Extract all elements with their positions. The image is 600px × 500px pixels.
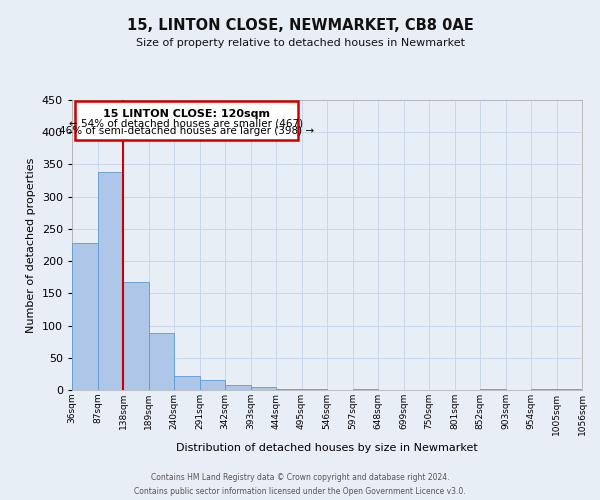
Bar [225,386,251,390]
Text: 15 LINTON CLOSE: 120sqm: 15 LINTON CLOSE: 120sqm [103,109,270,119]
Text: 15, LINTON CLOSE, NEWMARKET, CB8 0AE: 15, LINTON CLOSE, NEWMARKET, CB8 0AE [127,18,473,32]
Bar [276,388,302,390]
X-axis label: Distribution of detached houses by size in Newmarket: Distribution of detached houses by size … [176,443,478,453]
Text: ← 54% of detached houses are smaller (467): ← 54% of detached houses are smaller (46… [70,118,304,128]
Bar [199,380,225,390]
Bar [72,243,97,390]
Bar [251,387,276,390]
Bar [123,282,149,390]
Text: 46% of semi-detached houses are larger (398) →: 46% of semi-detached houses are larger (… [59,126,314,136]
Bar [75,102,298,140]
Bar [149,334,174,390]
Bar [531,388,557,390]
Y-axis label: Number of detached properties: Number of detached properties [26,158,36,332]
Text: Contains public sector information licensed under the Open Government Licence v3: Contains public sector information licen… [134,488,466,496]
Bar [174,376,199,390]
Bar [97,172,123,390]
Text: Size of property relative to detached houses in Newmarket: Size of property relative to detached ho… [136,38,464,48]
Text: Contains HM Land Registry data © Crown copyright and database right 2024.: Contains HM Land Registry data © Crown c… [151,472,449,482]
